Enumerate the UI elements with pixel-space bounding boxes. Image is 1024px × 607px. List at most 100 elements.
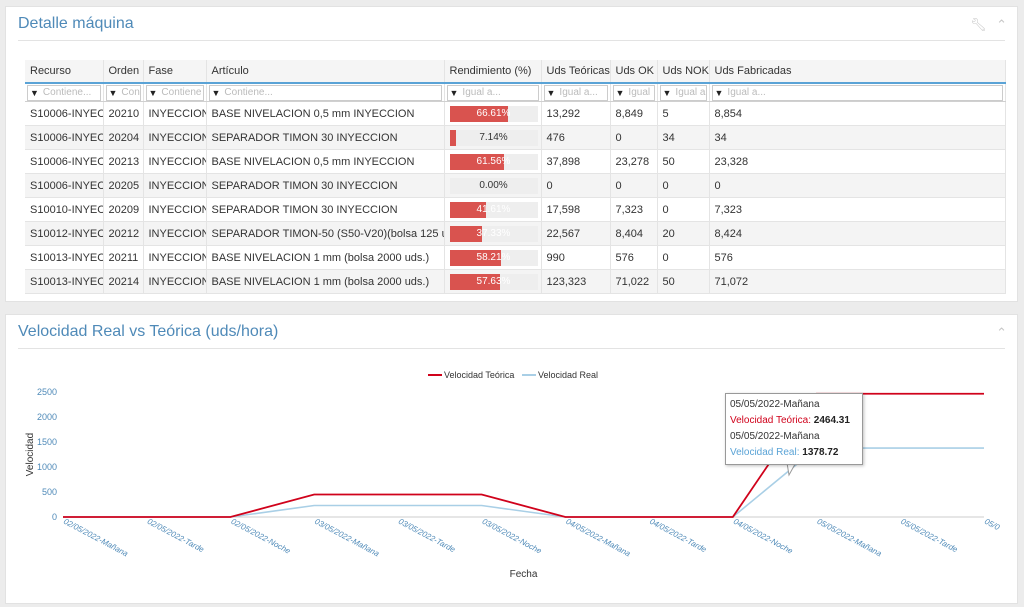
x-tick-label: 05/0	[983, 517, 1001, 533]
table-row[interactable]: S10006-INYEC. 20210 INYECCION BASE NIVELACI…	[25, 101, 1006, 126]
chart-tooltip: 05/05/2022-Mañana Velocidad Teórica: 246…	[725, 393, 863, 465]
cell-rend: 7.14%	[444, 125, 542, 150]
cell-rend: 58.21%	[444, 245, 542, 270]
column-header[interactable]: Orden	[103, 60, 144, 84]
tooltip-line1: 05/05/2022-Mañana	[730, 399, 820, 410]
cell-rend: 66.61%	[444, 101, 542, 126]
cell-fase: INYECCION	[143, 221, 207, 246]
cell-nok: 0	[657, 197, 710, 222]
column-header[interactable]: Uds OK	[610, 60, 658, 84]
chevron-up-icon[interactable]: ⌃	[996, 325, 1007, 340]
column-header[interactable]: Uds Teóricas	[541, 60, 611, 84]
x-tick-label: 03/05/2022-Noche	[481, 517, 544, 556]
cell-rend: 0.00%	[444, 173, 542, 198]
cell-rend: 37.33%	[444, 221, 542, 246]
filter-placeholder: Contiene	[161, 87, 202, 98]
cell-teoricas: 476	[541, 125, 611, 150]
filter-icon[interactable]: ▼	[148, 87, 158, 98]
filter-icon[interactable]: ▼	[615, 87, 625, 98]
filter-cell: ▼ Contiene...	[206, 83, 445, 102]
column-header[interactable]: Uds NOK	[657, 60, 710, 84]
cell-articulo: BASE NIVELACION 0,5 mm INYECCION	[206, 149, 445, 174]
table-row[interactable]: S10012-INYEC. 20212 INYECCION SEPARADOR TIM…	[25, 221, 1006, 246]
filter-input[interactable]: ▼ Igual a...	[446, 84, 539, 101]
column-header[interactable]: Artículo	[206, 60, 445, 84]
progress-fill	[449, 153, 504, 170]
legend-label[interactable]: Velocidad Teórica	[444, 370, 514, 380]
tooltip-series1-value: 2464.31	[813, 415, 850, 426]
table-row[interactable]: S10006-INYEC. 20205 INYECCION SEPARADOR TIM…	[25, 173, 1006, 198]
column-header[interactable]: Uds Fabricadas	[709, 60, 1006, 84]
cell-fase: INYECCION	[143, 101, 207, 126]
filter-icon[interactable]: ▼	[546, 87, 556, 98]
x-tick-label: 04/05/2022-Mañana	[564, 517, 632, 559]
wrench-icon[interactable]: 🔧︎	[969, 17, 987, 32]
filter-input[interactable]: ▼ Contiene...	[208, 84, 442, 101]
cell-recurso: S10006-INYEC.	[25, 101, 104, 126]
filter-input[interactable]: ▼ Igual a...	[711, 84, 1003, 101]
filter-input[interactable]: ▼ Igual	[612, 84, 655, 101]
table-row[interactable]: S10013-INYEC. 20214 INYECCION BASE NIVELACI…	[25, 269, 1006, 294]
cell-nok: 50	[657, 149, 710, 174]
filter-icon[interactable]: ▼	[30, 87, 39, 98]
cell-fabricadas: 0	[709, 173, 1006, 198]
cell-ok: 7,323	[610, 197, 658, 222]
progress-bar: 37.33%	[449, 225, 538, 242]
table-row[interactable]: S10010-INYEC. 20209 INYECCION SEPARADOR TIM…	[25, 197, 1006, 222]
cell-articulo: SEPARADOR TIMON-50 (S50-V20)(bolsa 125 u…	[206, 221, 445, 246]
table-row[interactable]: S10006-INYEC. 20213 INYECCION BASE NIVELACI…	[25, 149, 1006, 174]
column-header[interactable]: Fase	[143, 60, 207, 84]
panel-divider	[18, 40, 1005, 41]
cell-nok: 0	[657, 173, 710, 198]
filter-placeholder: Igual a...	[462, 87, 501, 98]
filter-icon[interactable]: ▼	[714, 87, 724, 98]
cell-articulo: SEPARADOR TIMON 30 INYECCION	[206, 125, 445, 150]
progress-fill	[449, 249, 501, 266]
filter-placeholder: Contiene...	[224, 87, 273, 98]
cell-articulo: BASE NIVELACION 0,5 mm INYECCION	[206, 101, 445, 126]
cell-orden: 20205	[103, 173, 144, 198]
velocidad-panel: Velocidad Real vs Teórica (uds/hora) ⌃ 0…	[5, 314, 1018, 604]
cell-ok: 0	[610, 125, 658, 150]
column-header[interactable]: Recurso	[25, 60, 104, 84]
chevron-up-icon[interactable]: ⌃	[996, 17, 1007, 32]
filter-input[interactable]: ▼ Igual a...	[543, 84, 608, 101]
table-row[interactable]: S10006-INYEC. 20204 INYECCION SEPARADOR TIM…	[25, 125, 1006, 150]
y-tick-label: 2000	[37, 412, 57, 422]
legend-label[interactable]: Velocidad Real	[538, 370, 598, 380]
x-tick-label: 05/05/2022-Tarde	[899, 517, 959, 555]
cell-nok: 0	[657, 245, 710, 270]
progress-bar: 7.14%	[449, 129, 538, 146]
column-header[interactable]: Rendimiento (%)	[444, 60, 542, 84]
progress-label: 0.00%	[479, 179, 508, 191]
tooltip-series2: Velocidad Real: 1378.72	[730, 447, 839, 458]
table-row[interactable]: S10013-INYEC. 20211 INYECCION BASE NIVELACI…	[25, 245, 1006, 270]
tooltip-series1-name: Velocidad Teórica	[730, 415, 809, 426]
filter-icon[interactable]: ▼	[662, 87, 672, 98]
progress-bar: 41.61%	[449, 201, 538, 218]
cell-teoricas: 123,323	[541, 269, 611, 294]
progress-label: 7.14%	[479, 131, 508, 143]
y-axis-title: Velocidad	[25, 433, 36, 476]
cell-orden: 20212	[103, 221, 144, 246]
progress-label: 57.63%	[476, 275, 511, 287]
cell-articulo: BASE NIVELACION 1 mm (bolsa 2000 uds.)	[206, 269, 445, 294]
filter-icon[interactable]: ▼	[449, 87, 459, 98]
progress-label: 61.56%	[476, 155, 511, 167]
filter-icon[interactable]: ▼	[211, 87, 221, 98]
cell-fase: INYECCION	[143, 269, 207, 294]
x-tick-label: 05/05/2022-Mañana	[816, 517, 884, 559]
cell-articulo: BASE NIVELACION 1 mm (bolsa 2000 uds.)	[206, 245, 445, 270]
filter-icon[interactable]: ▼	[108, 87, 118, 98]
filter-input[interactable]: ▼ Con	[105, 84, 141, 101]
filter-placeholder: Igual a	[675, 87, 706, 98]
filter-input[interactable]: ▼ Contiene	[145, 84, 204, 101]
progress-bar: 66.61%	[449, 105, 538, 122]
filter-input[interactable]: ▼ Igual a	[659, 84, 707, 101]
filter-input[interactable]: ▼ Contiene...	[27, 84, 101, 101]
cell-nok: 50	[657, 269, 710, 294]
cell-ok: 8,404	[610, 221, 658, 246]
grid-header-row: Recurso Orden Fase Artículo Rendimiento (%) U…	[25, 60, 1006, 84]
cell-fase: INYECCION	[143, 173, 207, 198]
machine-detail-grid: Recurso Orden Fase Artículo Rendimiento (%) U…	[25, 60, 1006, 294]
